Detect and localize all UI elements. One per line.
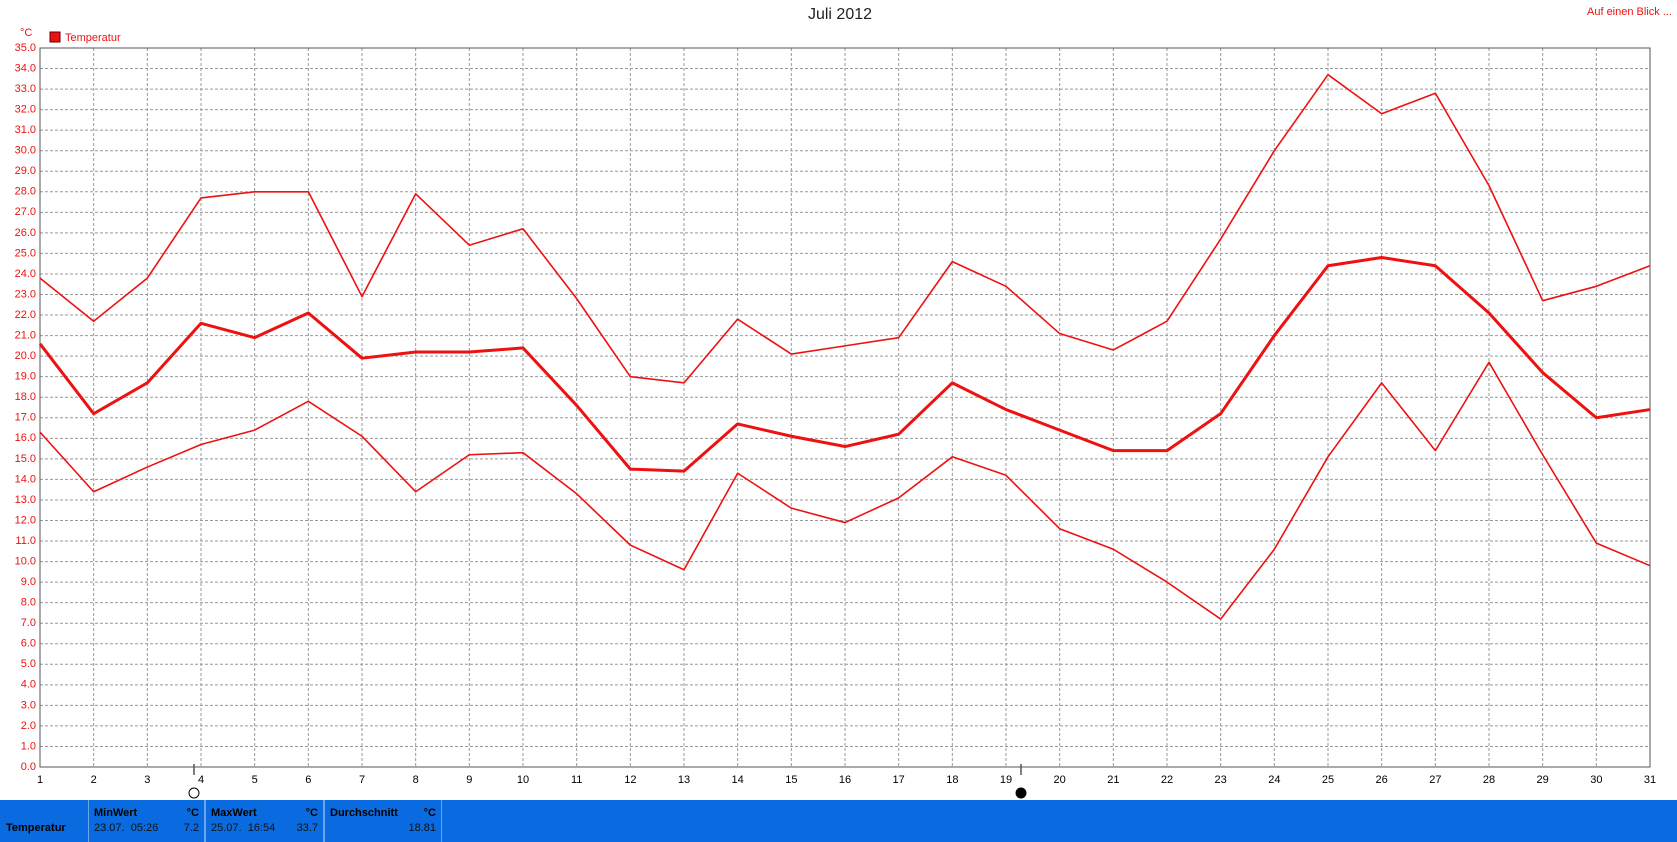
y-tick-label: 4.0: [21, 679, 36, 691]
temperature-line: [39, 361, 1651, 620]
y-tick-label: 21.0: [15, 330, 36, 342]
stat-unit: °C: [305, 807, 318, 819]
y-tick-label: 32.0: [15, 104, 36, 116]
y-tick-label: 15.0: [15, 453, 36, 465]
y-tick-label: 1.0: [21, 740, 36, 752]
stats-bar: Temperatur MinWert °C 23.07. 05:26 7.2 MaxWer…: [0, 800, 1677, 842]
y-tick-label: 35.0: [15, 42, 36, 54]
x-tick-label: 6: [305, 774, 311, 786]
chart-title: Juli 2012: [808, 6, 872, 23]
temperature-line: [39, 73, 1651, 384]
overview-link[interactable]: Auf einen Blick ...: [1587, 6, 1672, 18]
x-tick-label: 23: [1215, 774, 1227, 786]
x-tick-label: 30: [1590, 774, 1602, 786]
x-tick-label: 25: [1322, 774, 1334, 786]
y-tick-label: 7.0: [21, 617, 36, 629]
x-tick-label: 24: [1268, 774, 1280, 786]
x-tick-label: 7: [359, 774, 365, 786]
x-tick-label: 18: [946, 774, 958, 786]
y-tick-label: 22.0: [15, 309, 36, 321]
stat-unit: °C: [186, 807, 199, 819]
temperature-line: [38, 256, 1651, 473]
row-label-cell: Temperatur: [0, 800, 87, 842]
x-tick-label: 22: [1161, 774, 1173, 786]
y-tick-label: 2.0: [21, 720, 36, 732]
y-tick-label: 20.0: [15, 350, 36, 362]
legend-swatch: [49, 31, 61, 43]
x-tick-label: 11: [571, 774, 582, 786]
x-tick-label: 4: [198, 774, 204, 786]
x-tick-label: 14: [732, 774, 744, 786]
plot-frame: [39, 47, 1651, 768]
x-tick-label: 8: [413, 774, 419, 786]
y-tick-label: 13.0: [15, 494, 36, 506]
y-tick-label: 25.0: [15, 247, 36, 259]
y-tick-label: 17.0: [15, 412, 36, 424]
x-tick-label: 15: [785, 774, 797, 786]
y-tick-label: 16.0: [15, 432, 36, 444]
y-tick-label: 10.0: [15, 555, 36, 567]
stat-title: MaxWert: [211, 807, 257, 819]
x-tick-label: 31: [1644, 774, 1656, 786]
x-tick-label: 3: [144, 774, 150, 786]
y-tick-label: 14.0: [15, 473, 36, 485]
x-tick-label: 5: [252, 774, 258, 786]
stat-cell: MinWert °C 23.07. 05:26 7.2: [88, 800, 205, 842]
y-tick-label: 24.0: [15, 268, 36, 280]
x-tick-label: 21: [1107, 774, 1119, 786]
x-tick-label: 10: [517, 774, 529, 786]
stat-title: Durchschnitt: [330, 807, 398, 819]
y-tick-label: 9.0: [21, 576, 36, 588]
stat-cell: Durchschnitt °C 18.81: [324, 800, 442, 842]
stat-unit: °C: [423, 807, 436, 819]
stat-cell: MaxWert °C 25.07. 16:54 33.7: [205, 800, 324, 842]
x-tick-label: 27: [1429, 774, 1441, 786]
x-tick-label: 17: [893, 774, 905, 786]
stat-time: 23.07. 05:26: [94, 822, 159, 834]
y-tick-label: 8.0: [21, 597, 36, 609]
x-tick-label: 26: [1376, 774, 1388, 786]
y-tick-label: 33.0: [15, 83, 36, 95]
y-tick-label: 29.0: [15, 165, 36, 177]
chart: Juli 2012 Auf einen Blick ... °C Tempera…: [15, 6, 1672, 799]
y-tick-label: 18.0: [15, 391, 36, 403]
stat-value: 33.7: [296, 822, 318, 834]
y-tick-label: 34.0: [15, 62, 36, 74]
stat-value: 7.2: [183, 822, 199, 834]
x-tick-label: 1: [37, 774, 43, 786]
y-tick-label: 31.0: [15, 124, 36, 136]
y-axis-unit: °C: [20, 27, 32, 39]
y-tick-label: 30.0: [15, 145, 36, 157]
y-tick-label: 5.0: [21, 658, 36, 670]
x-tick-label: 20: [1054, 774, 1066, 786]
y-tick-label: 6.0: [21, 638, 36, 650]
x-tick-label: 28: [1483, 774, 1495, 786]
y-tick-label: 3.0: [21, 699, 36, 711]
y-tick-label: 11.0: [15, 535, 36, 547]
x-tick-label: 9: [466, 774, 472, 786]
y-tick-label: 0.0: [21, 761, 36, 773]
x-tick-label: 19: [1000, 774, 1012, 786]
row-label: Temperatur: [6, 822, 66, 834]
stat-time: 25.07. 16:54: [211, 822, 276, 834]
x-tick-label: 16: [839, 774, 851, 786]
legend-label: Temperatur: [65, 32, 121, 44]
x-tick-label: 13: [678, 774, 690, 786]
x-tick-label: 12: [624, 774, 636, 786]
y-tick-label: 12.0: [15, 514, 36, 526]
moon-markers: [188, 764, 1027, 799]
stat-title: MinWert: [94, 807, 138, 819]
stat-value: 18.81: [408, 822, 436, 834]
y-tick-label: 28.0: [15, 186, 36, 198]
x-tick-label: 2: [91, 774, 97, 786]
x-tick-label: 29: [1537, 774, 1549, 786]
y-tick-label: 23.0: [15, 288, 36, 300]
y-tick-label: 27.0: [15, 206, 36, 218]
y-tick-label: 26.0: [15, 227, 36, 239]
y-tick-label: 19.0: [15, 371, 36, 383]
